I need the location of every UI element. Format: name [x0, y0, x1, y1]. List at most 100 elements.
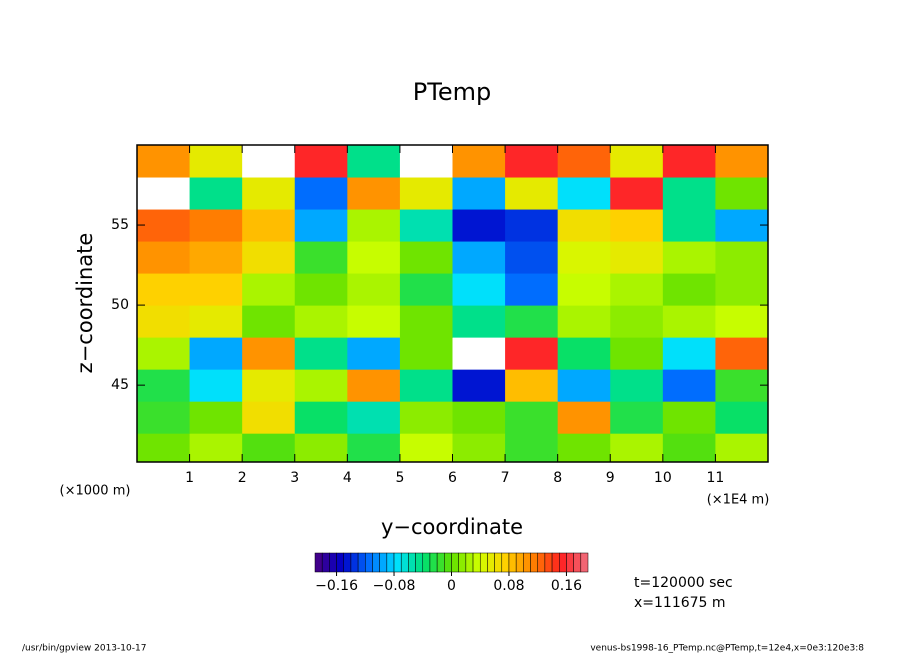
- contour-cell: [452, 401, 506, 434]
- contour-cell: [505, 241, 559, 274]
- x-tick-label: 1: [185, 470, 194, 486]
- contour-cell: [557, 177, 611, 210]
- contour-cell: [610, 177, 664, 210]
- x-tick-label: 2: [238, 470, 247, 486]
- colorbar-box: [472, 552, 481, 573]
- footer: venus-bs1998-16_PTemp.nc@PTemp,t=12e4,x=…: [590, 644, 864, 654]
- contour-cell: [294, 337, 348, 370]
- colorbar-box: [523, 552, 531, 573]
- contour-cell: [399, 369, 453, 402]
- contour-cell: [505, 305, 559, 338]
- colorbar-box: [551, 552, 560, 573]
- chart-title: PTemp: [413, 78, 491, 106]
- colorbar-box: [372, 552, 380, 573]
- annotation: t=120000 sec: [634, 575, 733, 591]
- colorbar-box: [343, 552, 352, 573]
- x-tick-label: 10: [654, 470, 672, 486]
- colorbar-box: [329, 552, 337, 573]
- contour-cell: [399, 241, 453, 274]
- contour-cell: [505, 369, 559, 402]
- contour-cell: [242, 369, 296, 402]
- contour-cell: [662, 401, 716, 434]
- contour-cell: [294, 305, 348, 338]
- contour-cell: [347, 145, 401, 178]
- colorbar-box: [400, 552, 409, 573]
- contour-cell: [137, 401, 191, 434]
- contour-cell: [452, 177, 506, 210]
- colorbar-box: [501, 552, 510, 573]
- contour-cell: [715, 145, 769, 178]
- colorbar-box: [559, 552, 567, 573]
- contour-cell: [347, 369, 401, 402]
- contour-cell: [662, 177, 716, 210]
- contour-cell: [505, 433, 559, 463]
- contour-cell: [399, 401, 453, 434]
- contour-cell: [137, 337, 191, 370]
- x-tick-label: 6: [448, 470, 457, 486]
- contour-cell: [610, 145, 664, 178]
- contour-cell: [294, 145, 348, 178]
- contour-cell: [189, 305, 243, 338]
- contour-cell: [189, 337, 243, 370]
- contour-cell: [242, 241, 296, 274]
- contour-cell: [662, 145, 716, 178]
- contour-cell: [557, 433, 611, 463]
- contour-cell: [610, 433, 664, 463]
- colorbar-box: [444, 552, 452, 573]
- colorbar-tick-label: 0: [447, 578, 456, 594]
- colorbar-box: [487, 552, 495, 573]
- colorbar-box: [580, 552, 589, 573]
- contour-cell: [610, 209, 664, 242]
- contour-cell: [662, 369, 716, 402]
- contour-cell: [452, 433, 506, 463]
- contour-cell: [505, 401, 559, 434]
- x-tick-label: 4: [343, 470, 352, 486]
- x-unit: (×1E4 m): [707, 493, 770, 508]
- contour-cell: [715, 273, 769, 306]
- contour-cell: [189, 145, 243, 178]
- contour-cell: [242, 145, 296, 178]
- contour-cell: [242, 337, 296, 370]
- contour-cell: [399, 433, 453, 463]
- contour-cell: [715, 369, 769, 402]
- contour-cell: [137, 369, 191, 402]
- colorbar-box: [515, 552, 524, 573]
- contour-cell: [347, 433, 401, 463]
- colorbar-box: [451, 552, 459, 573]
- contour-cell: [294, 273, 348, 306]
- colorbar-tick-label: 0.16: [551, 578, 582, 594]
- contour-cell: [189, 369, 243, 402]
- contour-cell: [557, 273, 611, 306]
- contour-cell: [610, 241, 664, 274]
- contour-cell: [189, 433, 243, 463]
- contour-cell: [294, 209, 348, 242]
- contour-cell: [610, 401, 664, 434]
- colorbar-box: [386, 552, 395, 573]
- contour-cell: [557, 305, 611, 338]
- contour-cell: [242, 209, 296, 242]
- contour-cell: [399, 177, 453, 210]
- contour-cell: [347, 401, 401, 434]
- colorbar-box: [321, 552, 330, 573]
- contour-cell: [399, 209, 453, 242]
- y-axis-label: z−coordinate: [73, 233, 97, 374]
- contour-cell: [610, 369, 664, 402]
- colorbar-box: [436, 552, 445, 573]
- colorbar-box: [494, 552, 503, 573]
- contour-cell: [557, 145, 611, 178]
- contour-cell: [557, 369, 611, 402]
- contour-cell: [452, 337, 506, 370]
- contour-cell: [715, 401, 769, 434]
- contour-cell: [505, 337, 559, 370]
- contour-cell: [189, 209, 243, 242]
- colorbar-box: [422, 552, 431, 573]
- colorbar-box: [566, 552, 574, 573]
- colorbar-box: [336, 552, 344, 573]
- colorbar-box: [393, 552, 402, 573]
- contour-cell: [399, 145, 453, 178]
- x-tick-label: 3: [290, 470, 299, 486]
- contour-cell: [242, 305, 296, 338]
- contour-cell: [399, 305, 453, 338]
- contour-cell: [452, 273, 506, 306]
